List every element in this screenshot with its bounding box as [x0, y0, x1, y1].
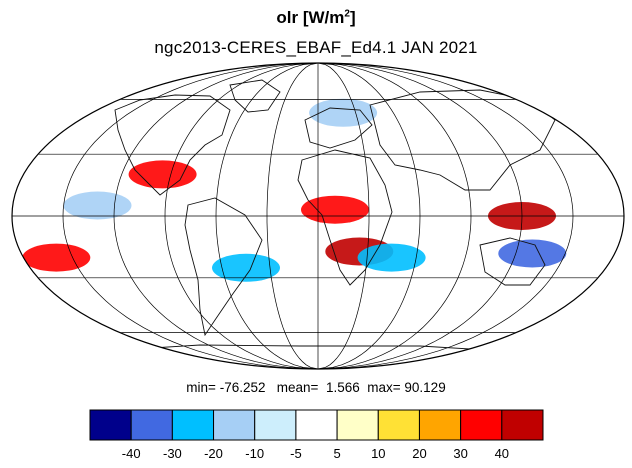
colorbar-swatch — [213, 409, 256, 441]
map-outline — [11, 62, 625, 370]
coast-greenland — [229, 79, 281, 113]
stat-mean-value: 1.566 — [325, 380, 360, 395]
statistics-line: min= -76.252 mean= 1.566 max= 90.129 — [0, 380, 632, 395]
colorbar-tick-label: -20 — [204, 446, 223, 461]
colorbar-swatch — [418, 409, 462, 441]
title-units-suffix: ] — [349, 8, 356, 27]
stat-mean-label: mean= — [276, 380, 319, 395]
colorbar-swatch — [171, 409, 215, 441]
colorbar-tick-label: -30 — [162, 446, 182, 461]
coastlines — [114, 79, 556, 353]
colorbar-tick-label: 10 — [371, 446, 386, 461]
coast-europe — [304, 107, 373, 149]
anomaly-region — [212, 253, 280, 282]
title-units-prefix: [W/m — [298, 8, 345, 27]
anomaly-region — [128, 160, 197, 189]
coast-asia — [369, 89, 556, 191]
coast-antarctica — [119, 344, 521, 353]
colorbar-tick-label: 40 — [494, 446, 510, 461]
colorbar-swatch — [254, 409, 297, 441]
colorbar-swatch — [336, 409, 379, 441]
colorbar-swatch — [460, 409, 503, 441]
colorbar-tick-label: 20 — [412, 446, 427, 461]
coast-africa — [297, 149, 393, 286]
anomaly-region — [63, 191, 132, 220]
colorbar-swatch — [295, 409, 338, 441]
anomaly-region — [498, 239, 567, 268]
colorbar-swatch — [377, 409, 420, 441]
plot-subtitle: ngc2013-CERES_EBAF_Ed4.1 JAN 2021 — [154, 38, 478, 57]
plot-title: olr [W/m2] — [0, 8, 632, 28]
colorbar-tick-label: 5 — [333, 446, 341, 461]
anomaly-layer — [22, 98, 567, 282]
stat-max-value: 90.129 — [404, 380, 446, 395]
colorbar-swatch — [501, 409, 544, 441]
anomaly-region — [357, 243, 426, 272]
colorbar-swatch — [130, 409, 173, 441]
colorbar-tick-label: -40 — [121, 446, 141, 461]
colorbar-tick-label: -10 — [245, 446, 265, 461]
anomaly-region — [22, 243, 91, 272]
colorbar-tick-label: 30 — [453, 446, 468, 461]
colorbar-swatch — [89, 409, 132, 441]
anomaly-region — [309, 98, 378, 127]
coast-south-america — [184, 197, 263, 337]
stat-max-label: max= — [367, 380, 401, 395]
coast-north-america — [114, 94, 231, 196]
colorbar-tick-label: -5 — [290, 446, 302, 461]
stat-min-label: min= — [186, 380, 216, 395]
title-units-exponent: 2 — [344, 8, 350, 20]
stat-min-value: -76.252 — [219, 380, 266, 395]
graticule — [12, 63, 624, 369]
coast-australia — [479, 237, 546, 286]
title-variable: olr — [276, 8, 299, 27]
